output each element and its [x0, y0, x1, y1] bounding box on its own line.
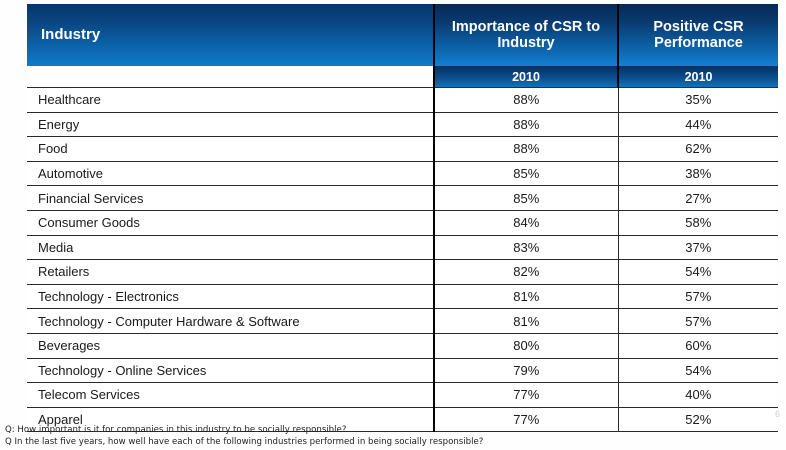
cell-performance-value: 54%	[617, 259, 778, 285]
cell-importance-value: 77%	[433, 407, 618, 433]
table-row: Consumer Goods 84% 58%	[27, 210, 778, 236]
cell-performance-value: 40%	[617, 382, 778, 408]
column-header-performance: Positive CSR Performance	[617, 4, 778, 66]
table-row: Media 83% 37%	[27, 235, 778, 261]
cell-importance-value: 85%	[433, 185, 618, 211]
cell-performance-value: 35%	[617, 87, 778, 113]
table-row: Telecom Services 77% 40%	[27, 382, 778, 408]
column-header-industry: Industry	[27, 4, 434, 66]
cell-performance-value: 60%	[617, 333, 778, 359]
cell-importance-value: 83%	[433, 235, 618, 261]
table-row: Healthcare 88% 35%	[27, 87, 778, 113]
cell-industry-name: Technology - Computer Hardware & Softwar…	[27, 308, 435, 334]
year-cell-performance: 2010	[617, 66, 778, 88]
cell-importance-value: 80%	[433, 333, 618, 359]
cell-performance-value: 62%	[617, 136, 778, 162]
cell-performance-value: 57%	[617, 308, 778, 334]
cell-industry-name: Retailers	[27, 259, 435, 285]
table-row: Food 88% 62%	[27, 136, 778, 162]
table-row: Retailers 82% 54%	[27, 259, 778, 285]
cell-industry-name: Apparel	[27, 407, 435, 433]
cell-performance-value: 54%	[617, 358, 778, 384]
cell-industry-name: Technology - Electronics	[27, 284, 435, 310]
table-row: Financial Services 85% 27%	[27, 185, 778, 211]
table-row: Beverages 80% 60%	[27, 333, 778, 359]
year-cell-importance: 2010	[433, 66, 618, 88]
cell-importance-value: 79%	[433, 358, 618, 384]
footnotes: Q: How important is it for companies in …	[5, 424, 765, 448]
cell-performance-value: 52%	[617, 407, 778, 433]
cell-importance-value: 81%	[433, 308, 618, 334]
cell-importance-value: 84%	[433, 210, 618, 236]
cell-importance-value: 85%	[433, 161, 618, 187]
cell-industry-name: Financial Services	[27, 185, 435, 211]
cell-importance-value: 77%	[433, 382, 618, 408]
table-row: Energy 88% 44%	[27, 112, 778, 138]
cell-industry-name: Beverages	[27, 333, 435, 359]
cell-performance-value: 44%	[617, 112, 778, 138]
cell-industry-name: Automotive	[27, 161, 435, 187]
cell-industry-name: Consumer Goods	[27, 210, 435, 236]
cell-performance-value: 27%	[617, 185, 778, 211]
cell-industry-name: Technology - Online Services	[27, 358, 435, 384]
table-row: Technology - Online Services 79% 54%	[27, 358, 778, 384]
table-row: Apparel 77% 52%	[27, 407, 778, 433]
header-row-year: 2010 2010	[27, 66, 778, 88]
cell-importance-value: 88%	[433, 87, 618, 113]
cell-performance-value: 58%	[617, 210, 778, 236]
footnote-question-1: Q: How important is it for companies in …	[5, 425, 347, 435]
table-row: Technology - Electronics 81% 57%	[27, 284, 778, 310]
table-body: Healthcare 88% 35% Energy 88% 44% Food 88% 62% Au…	[27, 87, 778, 433]
cell-performance-value: 57%	[617, 284, 778, 310]
header-row-titles: Industry Importance of CSR to Industry P…	[27, 4, 778, 66]
cell-importance-value: 88%	[433, 112, 618, 138]
cell-importance-value: 81%	[433, 284, 618, 310]
column-header-importance: Importance of CSR to Industry	[433, 4, 618, 66]
cell-industry-name: Telecom Services	[27, 382, 435, 408]
cell-performance-value: 37%	[617, 235, 778, 261]
cell-importance-value: 88%	[433, 136, 618, 162]
footnote-question-2: Q In the last five years, how well have …	[5, 437, 484, 448]
cell-industry-name: Media	[27, 235, 435, 261]
page-number: 6	[774, 409, 780, 419]
cell-performance-value: 38%	[617, 161, 778, 187]
cell-industry-name: Healthcare	[27, 87, 435, 113]
csr-industry-table: Industry Importance of CSR to Industry P…	[27, 4, 778, 433]
cell-importance-value: 82%	[433, 259, 618, 285]
table-row: Technology - Computer Hardware & Softwar…	[27, 308, 778, 334]
table-header: Industry Importance of CSR to Industry P…	[27, 4, 778, 88]
cell-industry-name: Food	[27, 136, 435, 162]
year-cell-blank	[27, 66, 434, 88]
table-row: Automotive 85% 38%	[27, 161, 778, 187]
cell-industry-name: Energy	[27, 112, 435, 138]
